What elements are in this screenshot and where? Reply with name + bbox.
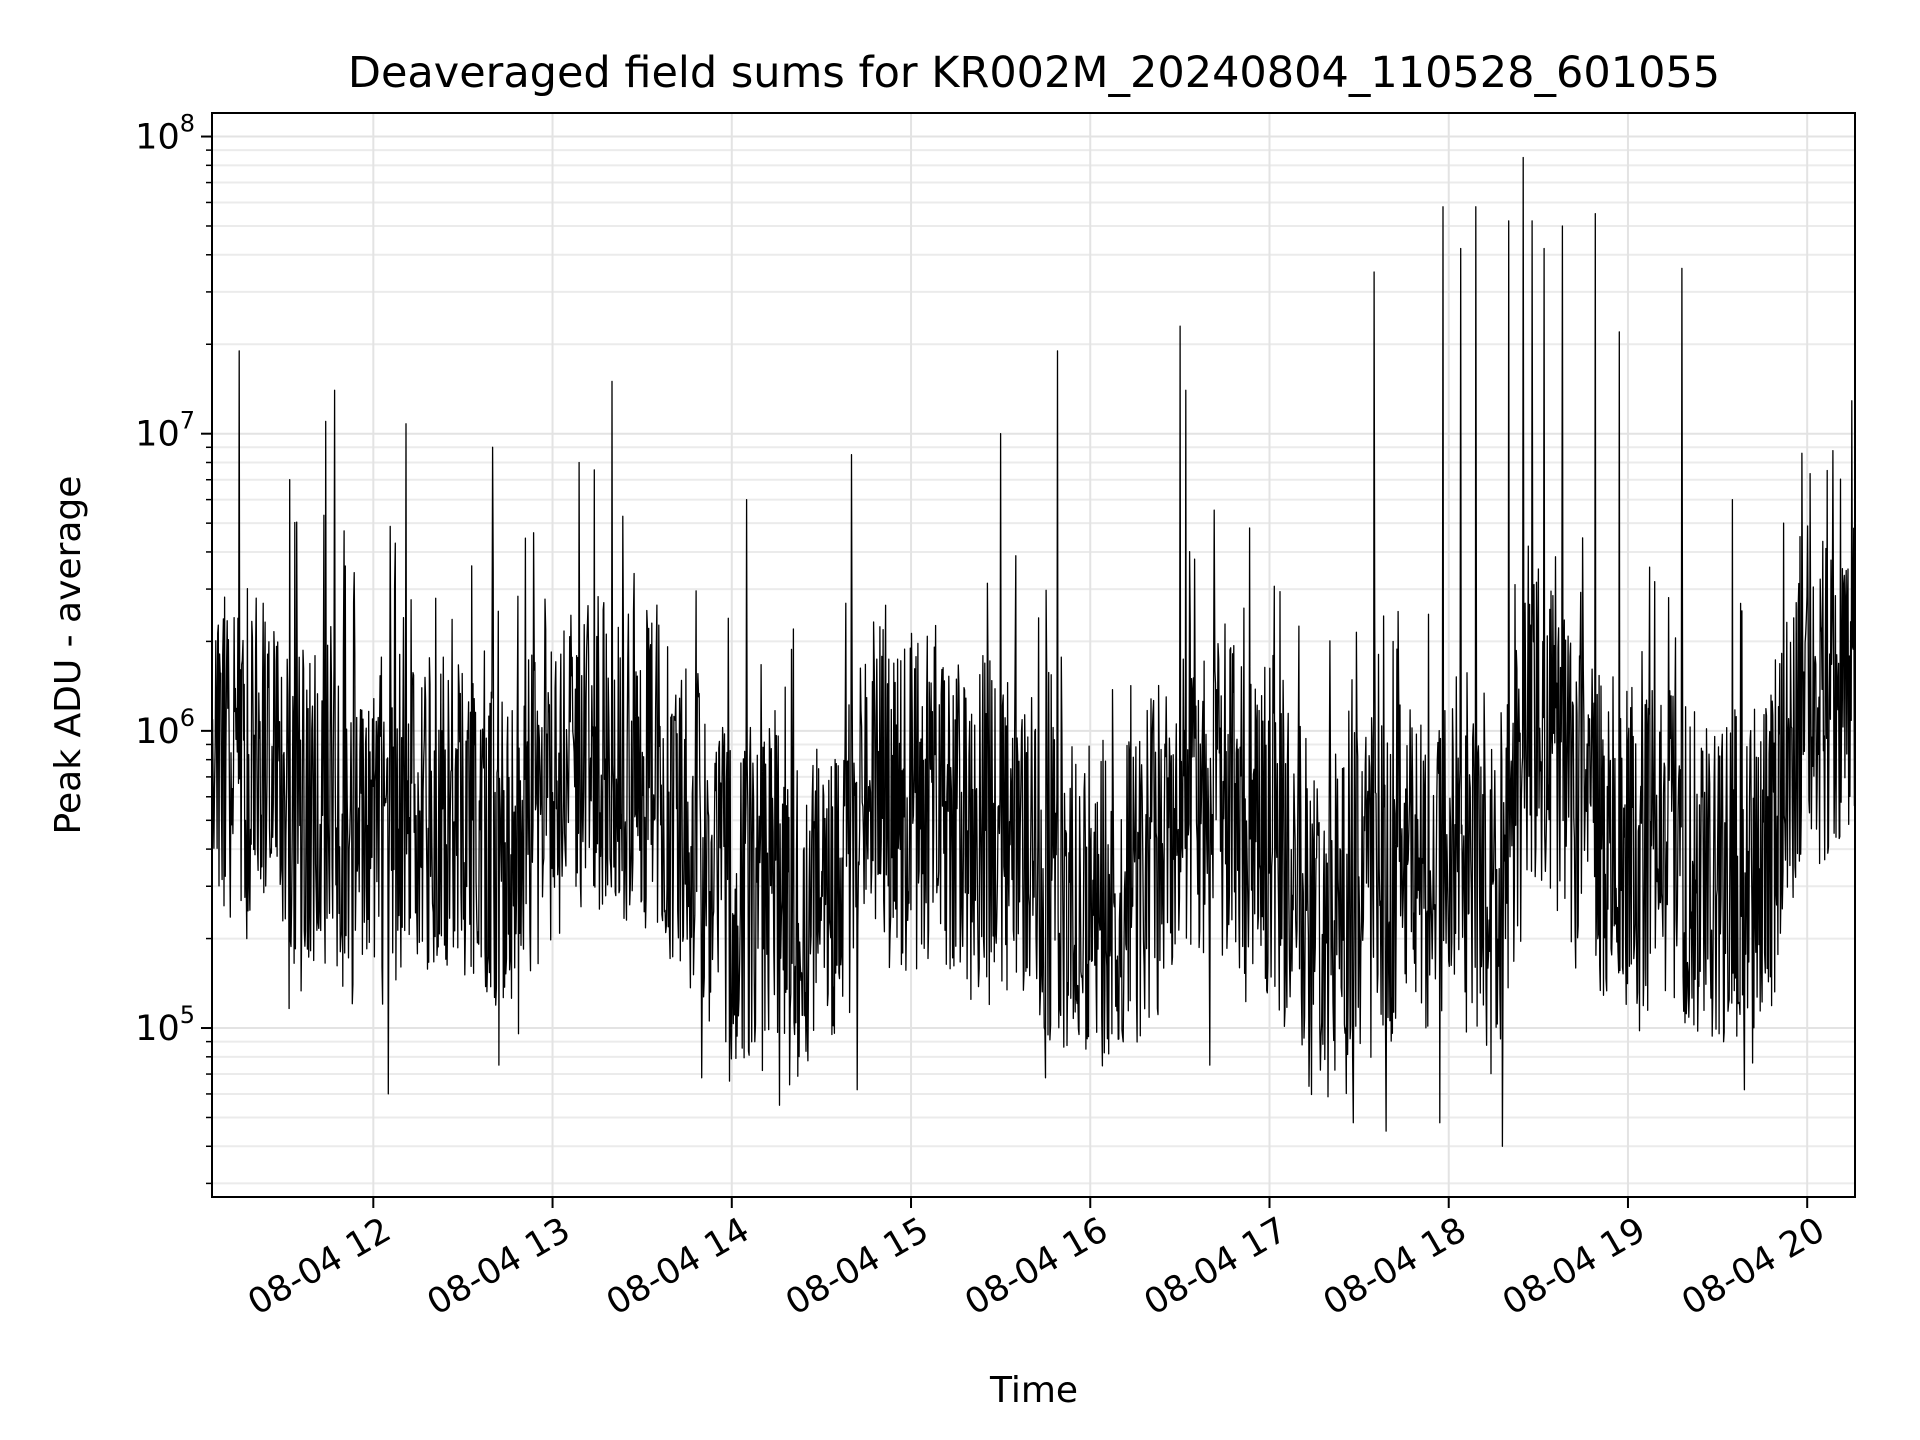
x-axis-label: Time [989,1370,1078,1411]
y-tick-label: 108 [135,110,195,158]
y-tick-label: 105 [135,1001,195,1049]
y-axis-label: Peak ADU - average [48,476,89,835]
chart-title: Deaveraged field sums for KR002M_2024080… [348,48,1720,98]
series-group [212,156,1855,1147]
plot-frame [211,112,1856,1198]
y-tick-label: 107 [135,407,195,455]
y-axis: 105 106 107 108 [135,110,212,1185]
series-line [212,156,1855,1147]
y-tick-label: 106 [135,704,195,752]
